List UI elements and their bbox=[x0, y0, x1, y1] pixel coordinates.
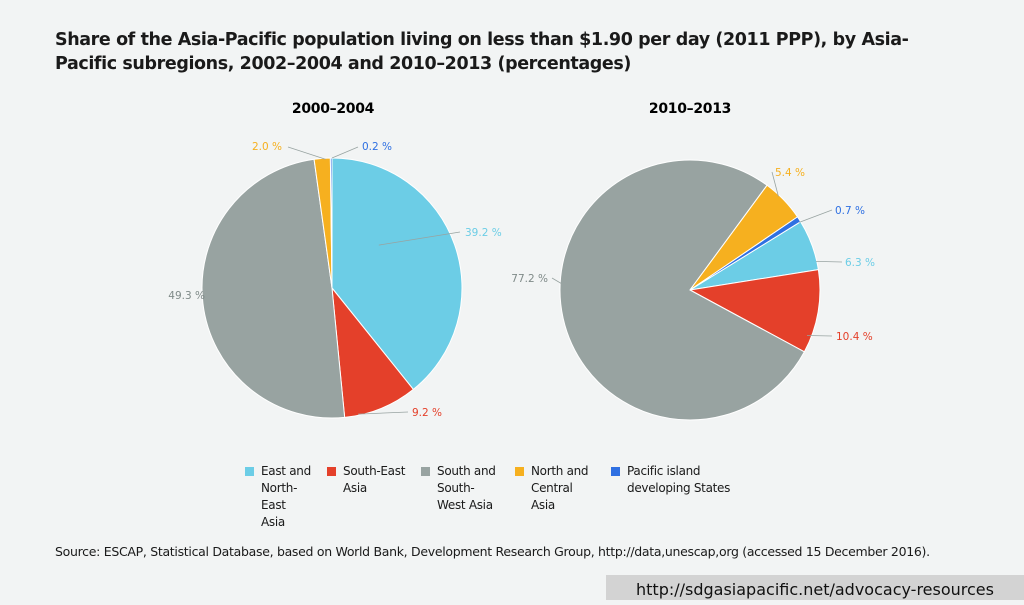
pie1-slice-east bbox=[331, 157, 463, 391]
pie2-leader-south bbox=[551, 277, 562, 284]
pie2-leader-east bbox=[816, 261, 843, 263]
pie2-leader-north bbox=[771, 171, 779, 197]
pie2-leader-pacific bbox=[799, 209, 833, 223]
pie-title-1: 2000–2004 bbox=[292, 101, 375, 117]
pie-title-2: 2010–2013 bbox=[649, 101, 731, 117]
watermark-url: http://sdgasiapacific.net/advocacy-resou… bbox=[606, 575, 1024, 600]
legend-label: South-East Asia bbox=[343, 464, 406, 495]
pie2-leader-south-east bbox=[806, 335, 833, 337]
legend-item-east: East and North-East Asia bbox=[245, 463, 313, 531]
legend-item-north: North and Central Asia bbox=[515, 463, 597, 531]
chart-title: Share of the Asia-Pacific population liv… bbox=[55, 30, 909, 74]
pie2-label-south-east: 10.4 % bbox=[836, 331, 873, 343]
legend-item-pacific: Pacific island developing States bbox=[611, 463, 731, 531]
pie2-label-pacific: 0.7 % bbox=[835, 205, 865, 217]
pie1-label-south-east: 9.2 % bbox=[412, 407, 442, 419]
pie1-label-north: 2.0 % bbox=[252, 141, 282, 153]
pie1-label-south: 49.3 % bbox=[168, 290, 205, 302]
pie1-label-east: 39.2 % bbox=[465, 227, 502, 239]
pie1-leader-south bbox=[203, 291, 209, 296]
pie1-leader-pacific bbox=[331, 146, 359, 159]
pie1-slice-pacific bbox=[329, 157, 333, 289]
legend-label: East and North-East Asia bbox=[261, 464, 311, 529]
legend-item-south: South and South-West Asia bbox=[421, 463, 501, 531]
pie2-label-north: 5.4 % bbox=[775, 167, 805, 179]
source-note: Source: ESCAP, Statistical Database, bas… bbox=[55, 544, 930, 559]
legend-swatch bbox=[327, 467, 336, 476]
legend-swatch bbox=[245, 467, 254, 476]
legend-swatch bbox=[515, 467, 524, 476]
legend-label: North and Central Asia bbox=[531, 464, 589, 512]
pie2-slice-south-east bbox=[688, 269, 821, 353]
pie1-leader-east bbox=[378, 231, 461, 246]
legend-item-south-east: South-East Asia bbox=[327, 463, 407, 531]
legend-label: Pacific island developing States bbox=[627, 464, 731, 495]
pie1-slice-south bbox=[201, 158, 346, 419]
legend-swatch bbox=[421, 467, 430, 476]
pie1-label-pacific: 0.2 % bbox=[362, 141, 392, 153]
legend: East and North-East Asia South-East Asia… bbox=[245, 463, 745, 531]
pie2-label-east: 6.3 % bbox=[845, 257, 875, 269]
pie2-slice-south bbox=[559, 159, 806, 421]
legend-label: South and South-West Asia bbox=[437, 464, 496, 512]
pie1-leader-north bbox=[287, 146, 326, 160]
pie1-leader-south-east bbox=[357, 411, 409, 415]
pie2-label-south: 77.2 % bbox=[511, 273, 548, 285]
legend-swatch bbox=[611, 467, 620, 476]
